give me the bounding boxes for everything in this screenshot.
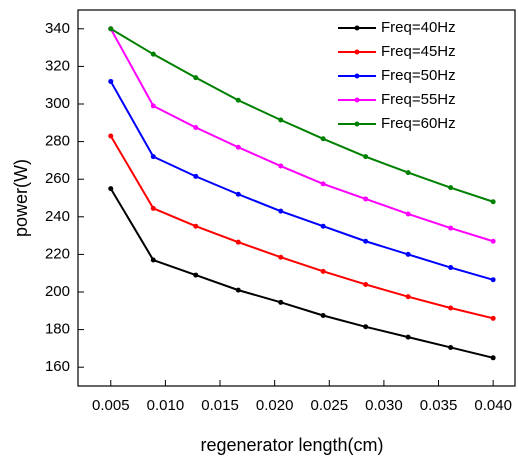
data-point [108,133,114,139]
data-point [150,257,156,263]
data-point [490,199,496,205]
series-line [109,80,494,281]
data-point [320,181,326,187]
data-point [150,103,156,109]
data-point [405,170,411,176]
series-line [109,135,494,320]
data-point [108,186,114,192]
data-point [405,334,411,340]
data-point [278,299,284,305]
data-point [150,51,156,57]
data-point [448,185,454,191]
data-point [490,315,496,321]
data-point [278,163,284,169]
legend-label: Freq=40Hz [381,19,456,36]
data-point [405,211,411,217]
y-tick-label: 160 [45,358,70,375]
data-point [193,272,199,278]
data-point [448,344,454,350]
series-line [109,28,494,243]
data-point [235,144,241,150]
data-point [150,154,156,160]
data-point [363,196,369,202]
data-point [320,223,326,229]
data-point [235,97,241,103]
data-point [193,125,199,130]
y-tick-label: 320 [45,57,70,74]
data-point [235,239,241,245]
data-point [363,281,369,287]
data-point [320,268,326,274]
legend-marker [354,97,360,103]
x-axis-title: regenerator length(cm) [200,435,383,455]
data-point [363,154,369,160]
plot-frame [77,9,516,387]
data-point [235,191,241,197]
x-tick-label: 0.005 [92,397,130,414]
y-tick-label: 180 [45,321,70,338]
data-point [320,136,326,142]
x-tick-label: 0.020 [256,397,294,414]
data-point [490,238,496,244]
data-point [278,208,284,214]
legend-label: Freq=50Hz [381,67,456,84]
data-point [448,225,454,231]
series-line [110,27,494,203]
data-point [193,223,199,229]
data-point [150,205,156,211]
x-tick-label: 0.035 [420,397,458,414]
data-point [405,251,411,257]
legend-marker [354,73,360,79]
x-tick-label: 0.040 [474,397,512,414]
data-point [405,294,411,300]
y-tick-label: 260 [45,170,70,187]
data-point [235,287,241,293]
legend-label: Freq=60Hz [381,115,456,132]
data-point [108,78,114,84]
data-point [490,277,496,283]
data-point [448,265,454,271]
data-point [320,313,326,318]
legend-label: Freq=55Hz [381,91,456,108]
data-point [278,254,284,260]
data-point [193,173,199,179]
y-axis-title: power(W) [11,159,31,237]
data-point [278,117,284,123]
data-point [108,26,114,32]
y-tick-label: 300 [45,95,70,112]
data-point [363,324,369,330]
x-tick-label: 0.015 [201,397,239,414]
data-point [193,75,199,81]
y-tick-label: 340 [45,20,70,37]
series-line [109,188,494,359]
data-point [448,305,454,311]
data-point [363,238,369,244]
legend-marker [354,49,360,55]
x-tick-label: 0.030 [365,397,403,414]
y-tick-label: 240 [45,208,70,225]
x-tick-label: 0.010 [147,397,185,414]
legend-marker [354,121,360,127]
x-tick-label: 0.025 [311,397,349,414]
y-tick-label: 220 [45,245,70,262]
legend-marker [354,25,360,31]
y-tick-label: 280 [45,133,70,150]
data-point [490,355,496,361]
y-tick-label: 200 [45,283,70,300]
legend-label: Freq=45Hz [381,43,456,60]
